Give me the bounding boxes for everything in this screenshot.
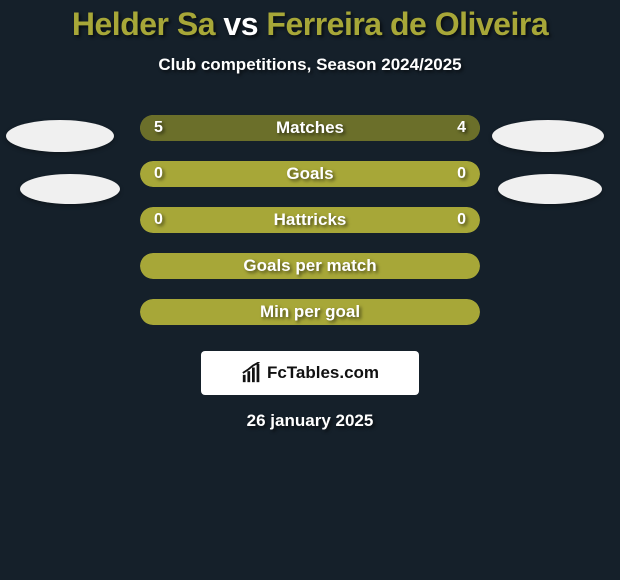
brand-chart-icon: [241, 362, 263, 384]
stat-bar-bg: [140, 161, 480, 187]
stat-bar: Matches54: [140, 115, 480, 141]
stat-bar-bg: [140, 207, 480, 233]
stat-bar: Hattricks00: [140, 207, 480, 233]
subtitle: Club competitions, Season 2024/2025: [158, 55, 461, 75]
right-player-photo: [492, 120, 604, 152]
page-title: Helder Sa vs Ferreira de Oliveira: [72, 6, 548, 43]
stat-row: Min per goal: [0, 289, 620, 335]
stat-bar-bg: [140, 253, 480, 279]
stat-bar: Goals00: [140, 161, 480, 187]
stat-row: Hattricks00: [0, 197, 620, 243]
left-player-photo: [20, 174, 120, 204]
stat-bar-right-fill: [330, 115, 480, 141]
stat-bar: Min per goal: [140, 299, 480, 325]
stat-bar-left-fill: [140, 115, 330, 141]
stat-row: Goals per match: [0, 243, 620, 289]
brand-box: FcTables.com: [201, 351, 419, 395]
title-vs: vs: [223, 6, 258, 42]
right-player-photo: [498, 174, 602, 204]
date: 26 january 2025: [247, 411, 374, 431]
infographic-root: Helder Sa vs Ferreira de Oliveira Club c…: [0, 0, 620, 580]
stat-bar-bg: [140, 299, 480, 325]
title-player1: Helder Sa: [72, 6, 215, 42]
left-player-photo: [6, 120, 114, 152]
brand-text: FcTables.com: [267, 363, 379, 383]
title-player2: Ferreira de Oliveira: [266, 6, 548, 42]
stat-bar: Goals per match: [140, 253, 480, 279]
